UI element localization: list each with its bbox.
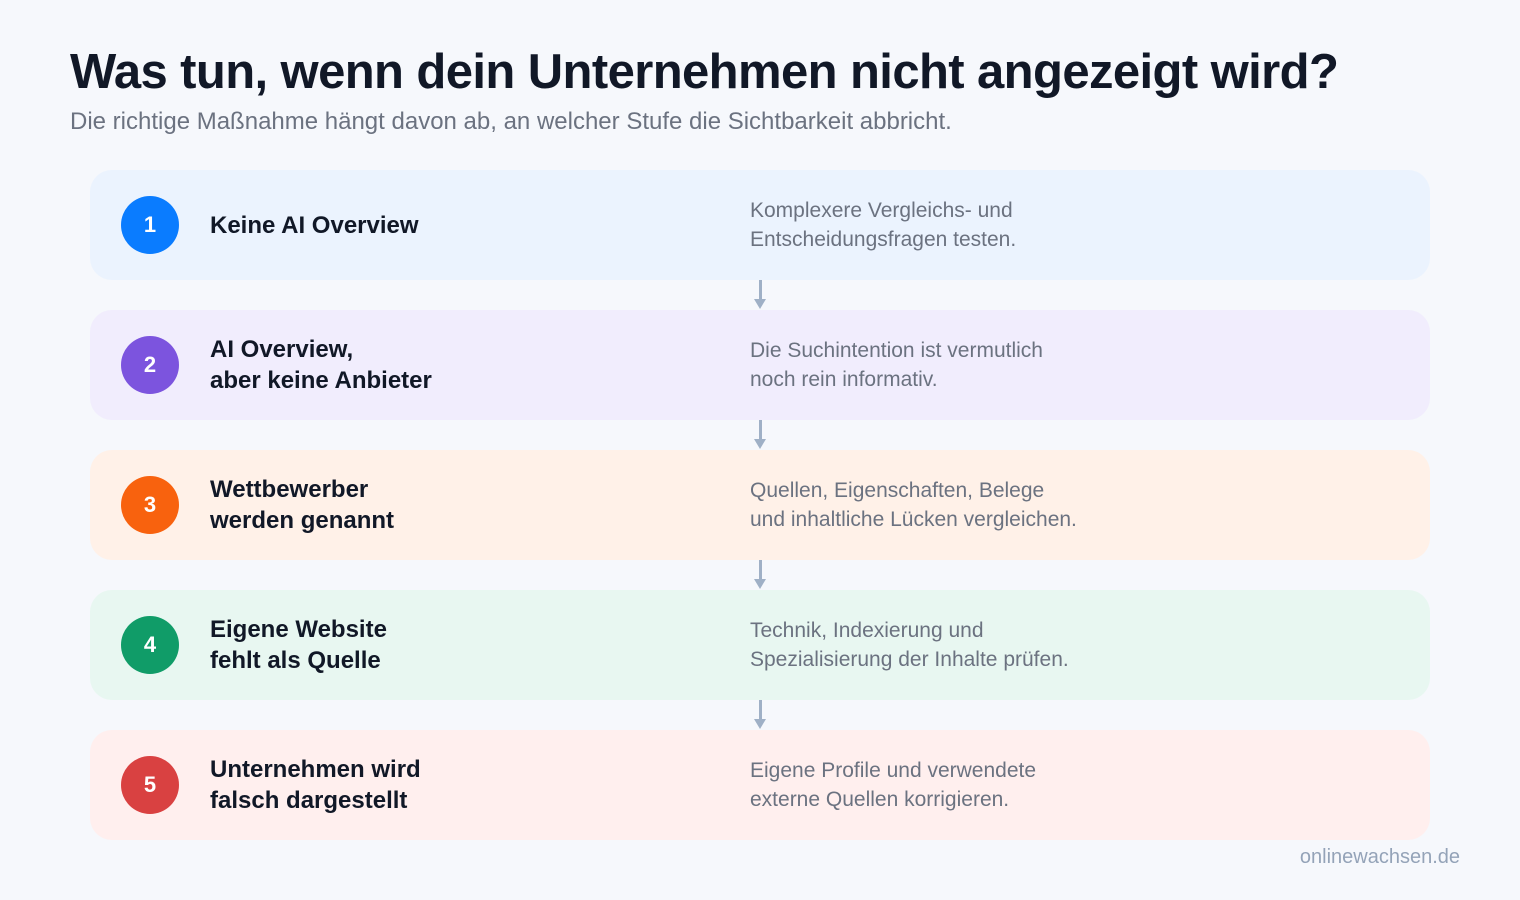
arrow-down-icon xyxy=(754,280,766,310)
page-title: Was tun, wenn dein Unternehmen nicht ang… xyxy=(70,45,1339,99)
step-title: Keine AI Overview xyxy=(210,211,419,239)
step-4: 4 Eigene Website fehlt als Quelle Techni… xyxy=(90,590,1430,729)
steps-flow: 1 Keine AI Overview Komplexere Vergleich… xyxy=(90,170,1430,840)
arrow-down-icon xyxy=(754,700,766,730)
step-number-badge: 5 xyxy=(121,756,179,814)
arrow-down-icon xyxy=(754,420,766,450)
step-description: Die Suchintention ist vermutlich noch re… xyxy=(750,339,1043,391)
step-1: 1 Keine AI Overview Komplexere Vergleich… xyxy=(90,170,1430,309)
step-description: Eigene Profile und verwendete externe Qu… xyxy=(750,759,1037,811)
step-5: 5 Unternehmen wird falsch dargestellt Ei… xyxy=(90,730,1430,840)
step-number-badge: 4 xyxy=(121,616,179,674)
step-description: Komplexere Vergleichs- und Entscheidungs… xyxy=(750,199,1017,251)
step-title: Wettbewerber werden genannt xyxy=(210,476,395,534)
step-title: AI Overview, aber keine Anbieter xyxy=(210,336,432,394)
arrow-down-icon xyxy=(754,560,766,590)
step-title: Unternehmen wird falsch dargestellt xyxy=(210,756,421,814)
step-title: Eigene Website fehlt als Quelle xyxy=(210,616,387,674)
step-2: 2 AI Overview, aber keine Anbieter Die S… xyxy=(90,310,1430,449)
step-number-badge: 3 xyxy=(121,476,179,534)
step-3: 3 Wettbewerber werden genannt Quellen, E… xyxy=(90,450,1430,589)
footer-brand: onlinewachsen.de xyxy=(1299,846,1460,868)
page-subtitle: Die richtige Maßnahme hängt davon ab, an… xyxy=(70,108,952,135)
step-number-badge: 1 xyxy=(121,196,179,254)
step-description: Technik, Indexierung und Spezialisierung… xyxy=(750,619,1069,671)
step-number-badge: 2 xyxy=(121,336,179,394)
step-description: Quellen, Eigenschaften, Belege und inhal… xyxy=(750,479,1077,531)
